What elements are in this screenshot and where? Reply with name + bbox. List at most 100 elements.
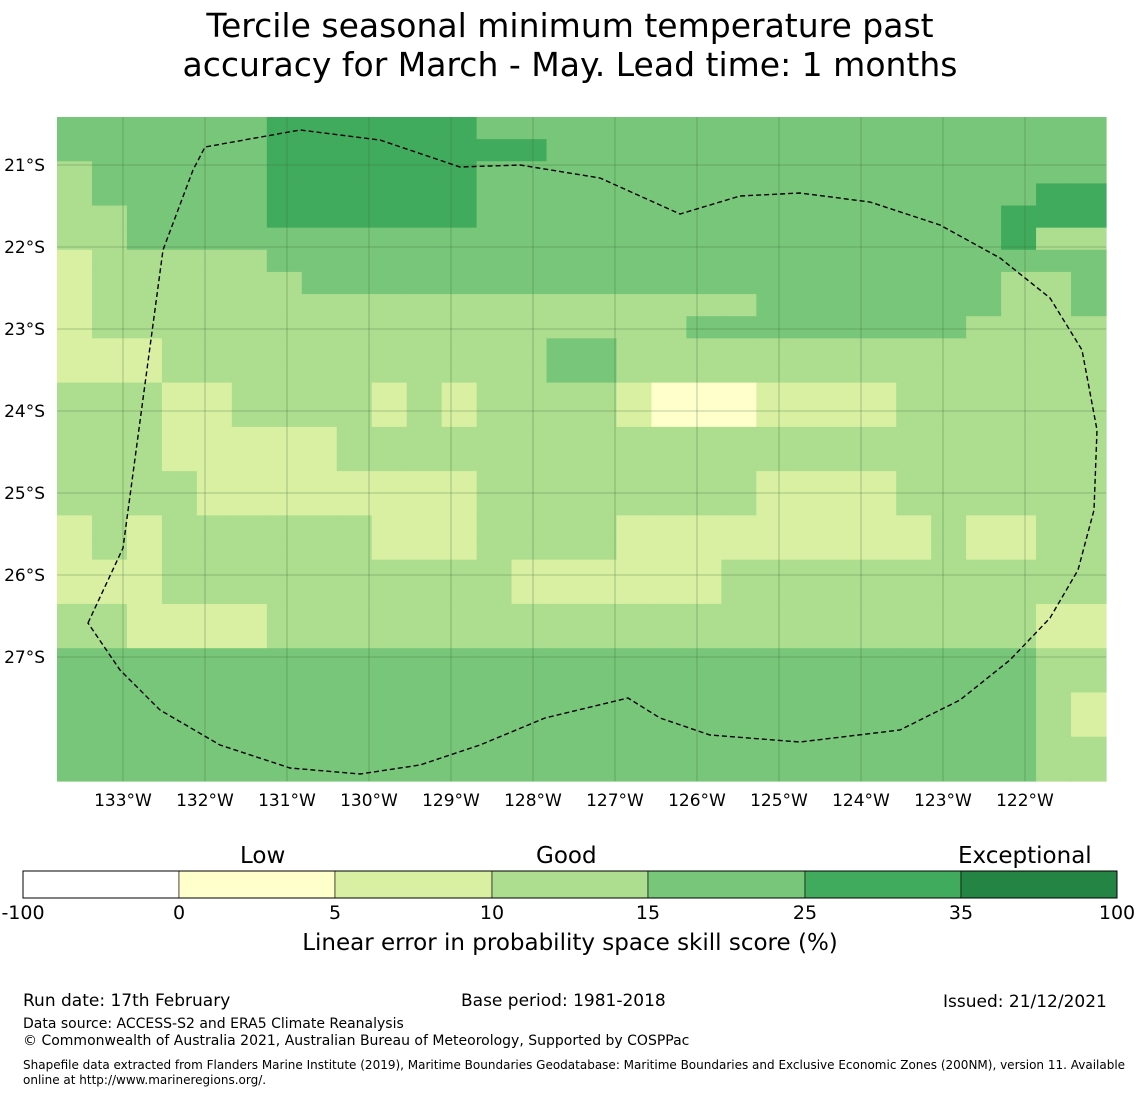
grid-cell [896, 471, 932, 494]
grid-cell [266, 603, 303, 627]
grid-cell [861, 449, 897, 472]
grid-cell [686, 471, 722, 494]
grid-cell [196, 736, 233, 760]
grid-cell [546, 648, 583, 671]
grid-cell [581, 581, 618, 605]
grid-cell [791, 205, 827, 229]
grid-cell [931, 758, 967, 782]
grid-cell [1036, 338, 1072, 362]
grid-cell [406, 559, 443, 583]
grid-cell [336, 382, 373, 406]
grid-cell [651, 626, 687, 649]
grid-cell [546, 294, 583, 317]
grid-cell [546, 360, 583, 384]
grid-cell [1001, 227, 1037, 251]
grid-cell [161, 338, 198, 362]
grid-cell [861, 692, 897, 716]
grid-cell [231, 249, 268, 273]
grid-cell [721, 581, 757, 605]
grid-cell [861, 581, 897, 605]
grid-cell [371, 493, 408, 516]
grid-cell [966, 581, 1002, 605]
grid-cell [791, 294, 827, 317]
grid-cell [1071, 183, 1107, 207]
grid-cell [301, 581, 338, 605]
grid-cell [686, 426, 722, 450]
grid-cell [721, 515, 757, 539]
grid-cell [336, 360, 373, 384]
grid-cell [371, 758, 408, 782]
grid-cell [966, 382, 1002, 406]
grid-cell [511, 271, 548, 295]
grid-cell [581, 626, 618, 649]
grid-cell [1071, 271, 1107, 295]
grid-cell [756, 515, 792, 539]
grid-cell [441, 382, 478, 406]
grid-cell [336, 692, 373, 716]
grid-cell [196, 316, 233, 339]
grid-cell [1036, 493, 1072, 516]
grid-cell [1001, 249, 1037, 273]
grid-cell [91, 205, 128, 229]
grid-cell [336, 183, 373, 207]
grid-cell [546, 670, 583, 694]
grid-cell [861, 758, 897, 782]
grid-cell [231, 227, 268, 251]
grid-cell [91, 360, 128, 384]
grid-cell [57, 515, 93, 539]
grid-cell [57, 537, 93, 561]
grid-cell [1036, 714, 1072, 738]
grid-cell [301, 493, 338, 516]
grid-cell [91, 736, 128, 760]
grid-cell [826, 449, 862, 472]
grid-cell [301, 161, 338, 184]
grid-cell [1036, 360, 1072, 384]
grid-cell [371, 249, 408, 273]
grid-cell [371, 227, 408, 251]
grid-cell [1001, 692, 1037, 716]
grid-cell [1071, 537, 1107, 561]
grid-cell [476, 205, 513, 229]
grid-cell [966, 758, 1002, 782]
grid-cell [441, 515, 478, 539]
grid-cell [896, 426, 932, 450]
grid-cell [196, 581, 233, 605]
grid-cell [616, 692, 653, 716]
grid-cell [196, 117, 233, 140]
grid-cell [511, 183, 548, 207]
grid-cell [896, 294, 932, 317]
grid-cell [301, 360, 338, 384]
grid-cell [511, 603, 548, 627]
grid-cell [756, 736, 792, 760]
grid-cell [371, 294, 408, 317]
grid-cell [756, 161, 792, 184]
grid-cell [1001, 471, 1037, 494]
grid-cell [511, 404, 548, 428]
grid-cell [511, 758, 548, 782]
grid-cell [756, 449, 792, 472]
grid-cell [336, 271, 373, 295]
grid-cell [476, 338, 513, 362]
grid-cell [231, 139, 268, 162]
grid-cell [336, 670, 373, 694]
grid-cell [196, 183, 233, 207]
grid-cell [196, 670, 233, 694]
grid-cell [161, 316, 198, 339]
grid-cell [266, 626, 303, 649]
grid-cell [511, 139, 548, 162]
grid-cell [966, 294, 1002, 317]
grid-cell [266, 161, 303, 184]
grid-cell [896, 648, 932, 671]
grid-cell [791, 471, 827, 494]
grid-cell [686, 714, 722, 738]
grid-cell [546, 338, 583, 362]
grid-cell [651, 294, 687, 317]
grid-cell [861, 404, 897, 428]
grid-cell [336, 227, 373, 251]
grid-cell [651, 227, 687, 251]
grid-cell [126, 360, 163, 384]
grid-cell [581, 537, 618, 561]
grid-cell [91, 493, 128, 516]
grid-cell [126, 161, 163, 184]
grid-cell [511, 537, 548, 561]
